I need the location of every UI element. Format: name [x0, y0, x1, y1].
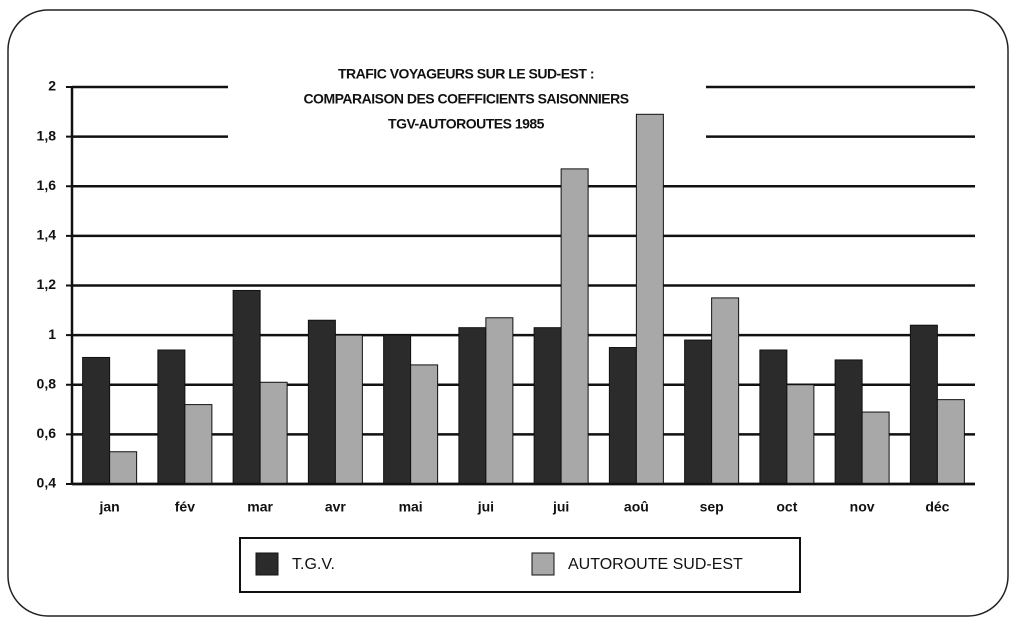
x-tick-label: oct [776, 499, 797, 515]
x-tick-label: fév [175, 499, 195, 515]
bar [232, 289, 261, 485]
bar [635, 113, 664, 485]
y-tick-label: 1,4 [37, 227, 57, 243]
chart-title: TGV-AUTOROUTES 1985 [388, 116, 545, 132]
x-tick-label: avr [325, 499, 347, 515]
bar [533, 327, 562, 485]
legend-label: AUTOROUTE SUD-EST [568, 556, 743, 573]
x-tick-label: jan [99, 499, 120, 515]
bar [560, 168, 589, 485]
bar [608, 347, 637, 485]
bar [786, 384, 815, 485]
x-tick-label: sep [700, 499, 724, 515]
title-box [228, 62, 706, 142]
bar [684, 339, 713, 485]
y-tick-label: 2 [48, 78, 56, 94]
bar [909, 324, 938, 485]
legend-swatch [531, 552, 555, 576]
x-tick-label: mar [247, 499, 273, 515]
y-tick-label: 1,8 [37, 127, 57, 143]
x-tick-label: aoû [624, 499, 649, 515]
bar [184, 404, 213, 485]
y-tick-label: 1 [48, 326, 56, 342]
legend-box [239, 537, 801, 593]
bar [711, 297, 740, 485]
x-tick-label: jui [552, 499, 569, 515]
bar [383, 334, 412, 485]
x-tick-label: déc [925, 499, 949, 515]
bar [334, 334, 363, 485]
bar [834, 359, 863, 485]
x-tick-label: mai [399, 499, 423, 515]
y-tick-label: 0,4 [37, 475, 57, 491]
x-tick-label: jui [477, 499, 494, 515]
x-tick-label: nov [850, 499, 875, 515]
legend-swatch [255, 552, 279, 576]
bar [307, 319, 336, 485]
bar [936, 399, 965, 485]
bar [759, 349, 788, 485]
bar [157, 349, 186, 485]
bar [109, 451, 138, 485]
bar [458, 327, 487, 485]
frame [7, 9, 1009, 617]
bar [485, 317, 514, 485]
bar [410, 364, 439, 485]
chart-title: COMPARAISON DES COEFFICIENTS SAISONNIERS [303, 91, 628, 107]
y-tick-label: 1,6 [37, 177, 57, 193]
bar [861, 411, 890, 485]
y-tick-label: 0,6 [37, 425, 57, 441]
bar [82, 356, 111, 485]
chart-title: TRAFIC VOYAGEURS SUR LE SUD-EST : [338, 66, 594, 82]
y-tick-label: 0,8 [37, 375, 57, 391]
bar [259, 381, 288, 485]
y-tick-label: 1,2 [37, 276, 57, 292]
legend-label: T.G.V. [292, 556, 335, 573]
